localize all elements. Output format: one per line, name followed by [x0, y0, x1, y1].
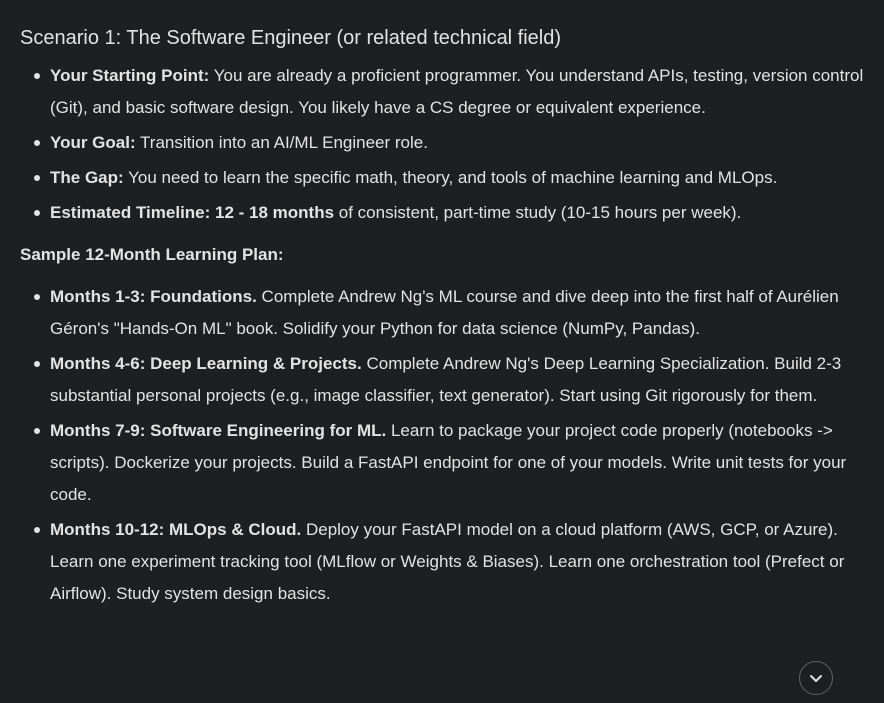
item-label: Months 10-12: MLOps & Cloud. — [50, 520, 302, 539]
plan-list: Months 1-3: Foundations. Complete Andrew… — [20, 281, 864, 610]
item-text: Complete Andrew Ng's Deep Learning Speci… — [50, 354, 842, 405]
item-text: of consistent, part-time study (10-15 ho… — [334, 203, 742, 222]
item-label: Months 4-6: Deep Learning & Projects. — [50, 354, 362, 373]
item-label: Months 7-9: Software Engineering for ML. — [50, 421, 387, 440]
scenario-heading: Scenario 1: The Software Engineer (or re… — [20, 27, 562, 49]
item-text: You need to learn the specific math, the… — [123, 168, 778, 187]
list-item: Your Goal: Transition into an AI/ML Engi… — [34, 127, 864, 159]
list-item: The Gap: You need to learn the specific … — [34, 162, 864, 194]
item-label: Estimated Timeline: 12 - 18 months — [50, 203, 335, 222]
item-text: Complete Andrew Ng's ML course and dive … — [50, 287, 839, 338]
item-label: Your Goal: — [50, 133, 136, 152]
list-item: Months 1-3: Foundations. Complete Andrew… — [34, 281, 864, 345]
item-text: Transition into an AI/ML Engineer role. — [135, 133, 428, 152]
plan-heading: Sample 12-Month Learning Plan: — [20, 245, 284, 264]
list-item: Estimated Timeline: 12 - 18 months of co… — [34, 197, 864, 229]
scenario-list: Your Starting Point: You are already a p… — [20, 60, 864, 229]
item-label: The Gap: — [50, 168, 124, 187]
list-item: Months 10-12: MLOps & Cloud. Deploy your… — [34, 514, 864, 610]
item-text: Deploy your FastAPI model on a cloud pla… — [50, 520, 845, 603]
list-item: Months 4-6: Deep Learning & Projects. Co… — [34, 348, 864, 412]
item-text: You are already a proficient programmer.… — [50, 66, 864, 117]
list-item: Your Starting Point: You are already a p… — [34, 60, 864, 124]
scroll-down-button[interactable] — [799, 661, 833, 695]
item-text: Learn to package your project code prope… — [50, 421, 847, 504]
chevron-down-icon — [808, 670, 824, 686]
item-label: Months 1-3: Foundations. — [50, 287, 257, 306]
list-item: Months 7-9: Software Engineering for ML.… — [34, 415, 864, 511]
item-label: Your Starting Point: — [50, 66, 210, 85]
